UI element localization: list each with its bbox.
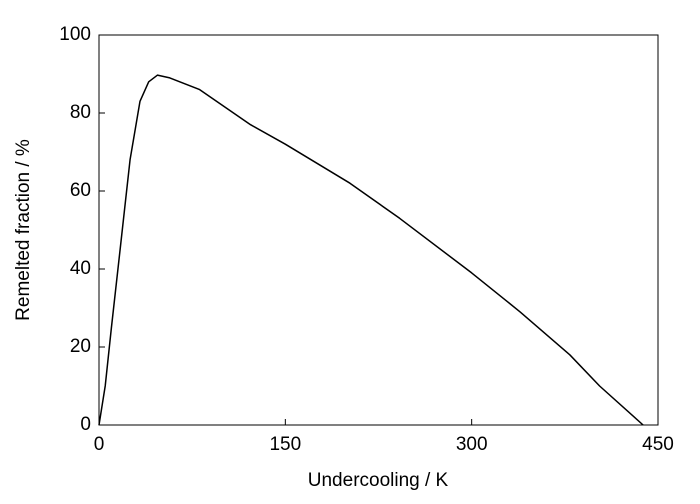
y-axis-label: Remelted fraction / % — [13, 139, 34, 321]
data-line — [98, 74, 644, 426]
x-tick-label: 300 — [456, 434, 488, 455]
y-tick-label: 80 — [70, 102, 91, 123]
x-axis-label: Undercooling / K — [308, 470, 449, 491]
x-tick-label: 450 — [642, 434, 674, 455]
x-tick-label: 150 — [269, 434, 301, 455]
plot-frame — [98, 34, 659, 426]
y-tick-label: 60 — [70, 180, 91, 201]
x-tick-label: 0 — [94, 434, 105, 455]
y-tick-label: 40 — [70, 258, 91, 279]
y-tick-label: 100 — [59, 24, 91, 45]
y-tick-label: 0 — [80, 414, 91, 435]
y-tick-label: 20 — [70, 336, 91, 357]
